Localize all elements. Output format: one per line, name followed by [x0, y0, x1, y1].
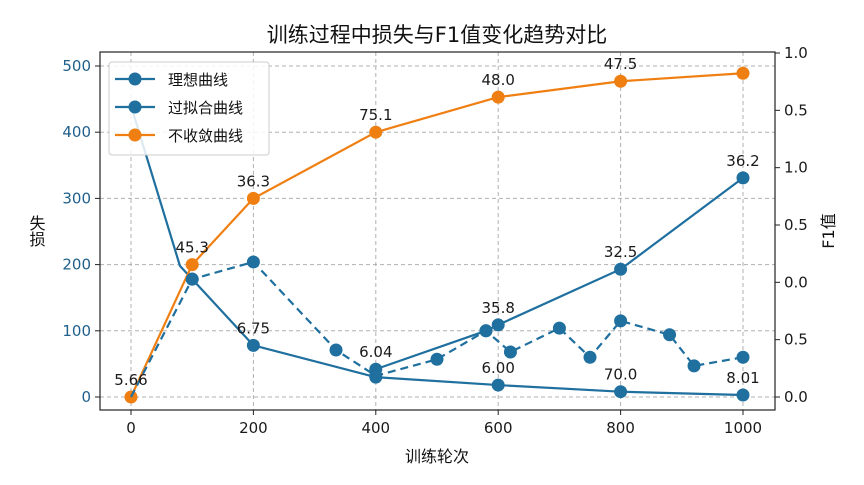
series-point-3: [479, 324, 493, 338]
data-label: 36.3: [237, 172, 270, 190]
x-tick-label: 200: [239, 419, 268, 437]
series-point-2: [614, 74, 628, 88]
plot-frame: [99, 51, 776, 411]
series-point-0: [491, 378, 505, 392]
series-line-0: [129, 105, 744, 397]
series-point-3: [430, 352, 444, 366]
legend-label: 理想曲线: [168, 71, 228, 89]
legend-label: 不收敛曲线: [168, 127, 243, 145]
x-axis-label: 训练轮次: [405, 447, 469, 466]
y-tick-label: 400: [62, 123, 91, 141]
series-point-2: [369, 125, 383, 139]
y-right-tick-label: 1.0: [784, 44, 808, 62]
series-line-3: [130, 260, 744, 398]
annotations: 5.66 45.3 36.3 75.1 48.0 47.5 36.2 6.75 6.04 35.8…: [114, 55, 759, 389]
series-point-2: [185, 258, 199, 272]
y-right-tick-label: 0.5: [784, 216, 808, 234]
series-point-3: [246, 255, 260, 269]
grid: [100, 52, 775, 410]
series-point-0: [736, 388, 750, 402]
y-axis-label: 失损: [27, 215, 46, 248]
y-right-tick-label: 0.0: [784, 273, 808, 291]
x-tick-label: 800: [606, 419, 635, 437]
y-axis-left: 0 100 200 300 400 500: [62, 57, 100, 406]
x-tick-label: 400: [361, 419, 390, 437]
y-right-tick-label: 0.5: [784, 101, 808, 119]
series-layer: [124, 66, 750, 404]
y-right-tick-label: 0.5: [784, 331, 808, 349]
series-point-3: [329, 343, 343, 357]
data-label: 70.0: [604, 366, 637, 384]
y-axis-right-label: F1值: [819, 213, 838, 248]
legend-box: [108, 61, 270, 156]
data-label: 45.3: [175, 239, 208, 257]
series-point-3: [687, 359, 701, 373]
y-tick-label: 200: [62, 256, 91, 274]
y-axis-right: 0.0 0.5 0.0 0.5 1.0 0.5 1.0: [775, 44, 808, 406]
series-point-0: [614, 385, 628, 399]
y-right-tick-label: 0.0: [784, 388, 808, 406]
data-label: 6.75: [237, 319, 270, 337]
x-tick-label: 600: [484, 419, 513, 437]
series-point-2: [736, 66, 750, 80]
x-tick-label: 1000: [724, 419, 762, 437]
y-tick-label: 300: [62, 189, 91, 207]
series-line-1: [375, 176, 744, 371]
series-point-0: [246, 338, 260, 352]
y-tick-label: 500: [62, 57, 91, 75]
data-label: 47.5: [604, 55, 637, 73]
series-point-1: [736, 171, 750, 185]
legend-marker: [128, 100, 142, 114]
legend-label: 过拟合曲线: [168, 99, 243, 117]
legend-marker: [128, 128, 142, 142]
data-label: 36.2: [726, 152, 759, 170]
x-axis: 0 200 400 600 800 1000: [126, 410, 762, 437]
series-point-3: [503, 345, 517, 359]
data-label: 35.8: [481, 299, 514, 317]
series-point-3: [663, 328, 677, 342]
series-point-2: [246, 191, 260, 205]
series-point-1: [491, 318, 505, 332]
series-point-3: [552, 321, 566, 335]
data-label: 32.5: [604, 243, 637, 261]
data-label: 5.66: [114, 371, 147, 389]
legend-marker: [128, 72, 142, 86]
series-point-3: [583, 350, 597, 364]
series-point-2: [491, 90, 505, 104]
y-tick-label: 0: [81, 388, 91, 406]
data-label: 6.00: [481, 359, 514, 377]
series-point-1: [614, 262, 628, 276]
data-label: 48.0: [481, 71, 514, 89]
data-label: 8.01: [726, 369, 759, 387]
chart-title: 训练过程中损失与F1值变化趋势对比: [267, 23, 607, 47]
x-tick-label: 0: [126, 419, 136, 437]
series-point-3: [736, 350, 750, 364]
series-point-3: [369, 369, 383, 383]
series-point-3: [614, 314, 628, 328]
data-label: 75.1: [359, 106, 392, 124]
y-right-tick-label: 1.0: [784, 159, 808, 177]
series-point-3: [185, 272, 199, 286]
y-tick-label: 100: [62, 322, 91, 340]
data-label: 6.04: [359, 343, 392, 361]
